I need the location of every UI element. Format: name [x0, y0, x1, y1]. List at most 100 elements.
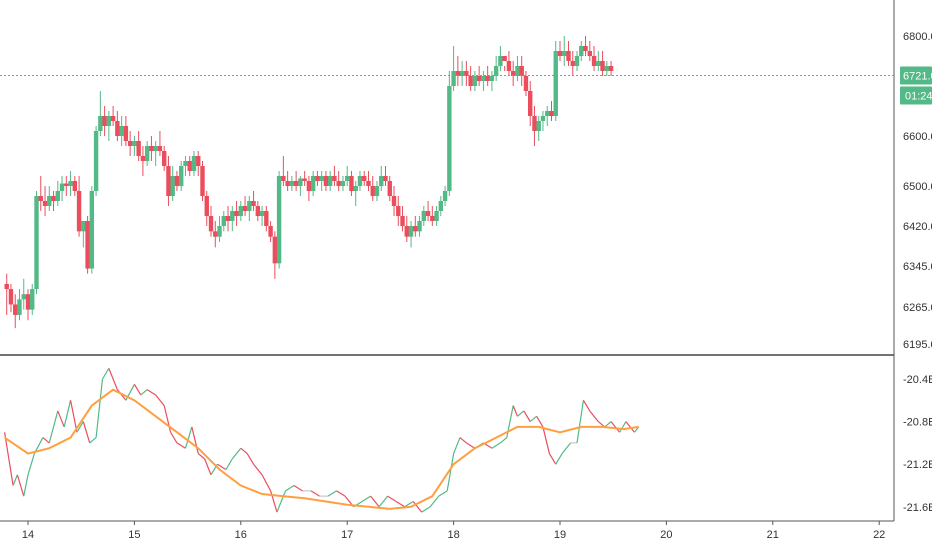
candle[interactable]: [55, 181, 60, 206]
candle[interactable]: [600, 51, 605, 76]
candle[interactable]: [242, 196, 248, 216]
candle[interactable]: [306, 176, 312, 201]
candle[interactable]: [298, 176, 303, 196]
candle[interactable]: [259, 206, 265, 226]
candle[interactable]: [536, 116, 541, 141]
candle[interactable]: [81, 221, 86, 248]
candle[interactable]: [608, 61, 614, 76]
candle[interactable]: [208, 206, 214, 237]
candle[interactable]: [545, 106, 550, 126]
candle[interactable]: [315, 171, 320, 186]
candle[interactable]: [123, 116, 129, 146]
candle[interactable]: [391, 186, 397, 216]
candle[interactable]: [217, 216, 222, 242]
candle[interactable]: [489, 71, 495, 91]
candle[interactable]: [310, 171, 316, 196]
candle[interactable]: [408, 221, 414, 248]
candle[interactable]: [340, 176, 346, 191]
candle[interactable]: [464, 61, 469, 86]
candle[interactable]: [106, 111, 112, 141]
candle[interactable]: [102, 106, 107, 136]
candle[interactable]: [76, 176, 82, 237]
candle[interactable]: [64, 176, 69, 196]
candle[interactable]: [132, 136, 137, 156]
candle[interactable]: [68, 171, 73, 196]
candle[interactable]: [251, 191, 256, 211]
candle[interactable]: [51, 191, 56, 211]
candle[interactable]: [200, 161, 205, 201]
candle[interactable]: [553, 41, 558, 121]
candle[interactable]: [247, 196, 252, 221]
candle[interactable]: [183, 156, 188, 176]
candle[interactable]: [566, 41, 571, 66]
candle[interactable]: [289, 176, 295, 191]
candle[interactable]: [519, 56, 524, 86]
candle[interactable]: [434, 206, 439, 226]
candle[interactable]: [353, 181, 358, 206]
candle[interactable]: [562, 36, 567, 66]
candle[interactable]: [166, 156, 171, 206]
candle[interactable]: [115, 111, 120, 141]
candle[interactable]: [596, 51, 601, 71]
last-price-tag[interactable]: 6721.0 01:24: [900, 66, 932, 105]
candle[interactable]: [119, 116, 124, 146]
candle[interactable]: [383, 166, 388, 186]
candle[interactable]: [404, 216, 409, 242]
candle[interactable]: [17, 289, 22, 321]
candle[interactable]: [400, 206, 405, 232]
candle[interactable]: [72, 176, 78, 196]
candle[interactable]: [523, 71, 529, 96]
candle[interactable]: [204, 191, 209, 226]
candle[interactable]: [8, 283, 14, 313]
candle[interactable]: [387, 176, 392, 201]
candle[interactable]: [213, 221, 218, 248]
candle[interactable]: [281, 156, 286, 186]
candle[interactable]: [59, 176, 65, 201]
candle[interactable]: [498, 46, 503, 71]
candle[interactable]: [532, 106, 537, 146]
candle[interactable]: [170, 166, 175, 201]
candle[interactable]: [161, 146, 167, 171]
candle[interactable]: [85, 216, 90, 274]
candle[interactable]: [89, 186, 95, 274]
candle[interactable]: [272, 231, 278, 279]
candle[interactable]: [430, 206, 435, 226]
candle[interactable]: [528, 81, 533, 126]
candle[interactable]: [451, 46, 456, 91]
candle[interactable]: [293, 171, 299, 191]
candle[interactable]: [574, 51, 580, 71]
candle[interactable]: [587, 41, 592, 61]
candle[interactable]: [34, 191, 39, 295]
candle[interactable]: [157, 131, 163, 156]
candle[interactable]: [591, 46, 597, 71]
candle[interactable]: [30, 283, 35, 315]
candle[interactable]: [579, 41, 584, 61]
candle[interactable]: [604, 61, 610, 76]
candle[interactable]: [502, 56, 507, 71]
candle[interactable]: [4, 273, 9, 315]
candle[interactable]: [345, 166, 350, 186]
candle[interactable]: [255, 201, 261, 221]
candle[interactable]: [276, 171, 282, 269]
candle[interactable]: [455, 56, 461, 86]
candle[interactable]: [506, 51, 512, 76]
candle[interactable]: [472, 71, 478, 91]
candle[interactable]: [540, 111, 546, 131]
candle[interactable]: [481, 71, 486, 91]
candle[interactable]: [476, 66, 482, 86]
candle[interactable]: [413, 216, 418, 237]
candle[interactable]: [174, 171, 180, 191]
candle[interactable]: [264, 206, 269, 232]
candle[interactable]: [98, 91, 103, 136]
candle[interactable]: [25, 289, 31, 321]
candle[interactable]: [149, 136, 154, 161]
candle[interactable]: [268, 221, 273, 242]
candle[interactable]: [327, 171, 333, 191]
candle[interactable]: [332, 166, 337, 186]
candle[interactable]: [234, 201, 239, 226]
candle[interactable]: [379, 166, 384, 191]
candle[interactable]: [485, 66, 490, 86]
candle[interactable]: [366, 171, 371, 191]
candle[interactable]: [370, 176, 375, 201]
candle[interactable]: [42, 186, 48, 216]
